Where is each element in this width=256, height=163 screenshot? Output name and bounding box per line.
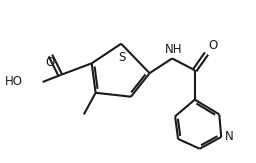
Text: NH: NH bbox=[164, 44, 182, 56]
Text: N: N bbox=[225, 130, 234, 143]
Text: S: S bbox=[119, 51, 126, 64]
Text: O: O bbox=[46, 56, 55, 69]
Text: O: O bbox=[208, 39, 218, 52]
Text: HO: HO bbox=[5, 75, 23, 89]
